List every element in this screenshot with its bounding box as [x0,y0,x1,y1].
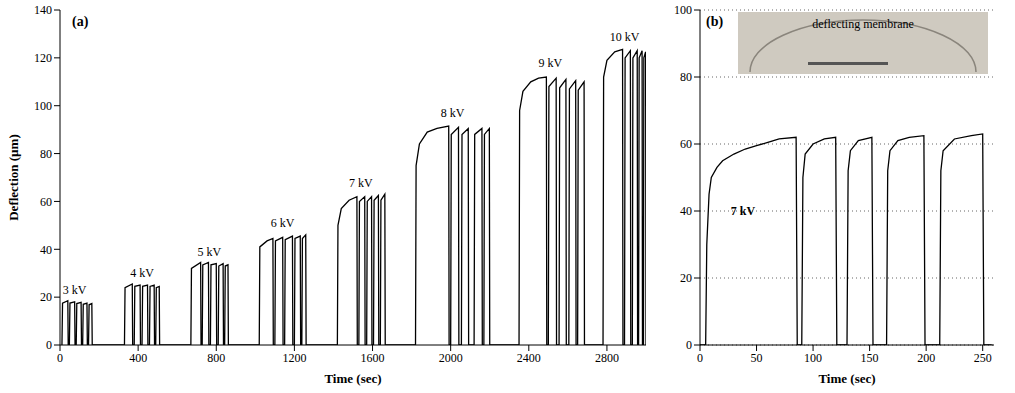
html-text:(a): (a) [72,14,89,29]
svg-text:deflecting membrane: deflecting membrane [812,17,914,31]
svg-text:100: 100 [674,3,692,17]
svg-text:Time (sec): Time (sec) [324,371,381,386]
svg-text:0: 0 [46,338,52,352]
svg-text:8 kV: 8 kV [441,106,465,120]
svg-text:6 kV: 6 kV [271,216,295,230]
svg-text:0: 0 [697,351,703,365]
svg-text:3 kV: 3 kV [63,283,87,297]
svg-text:1600: 1600 [361,351,385,365]
svg-text:250: 250 [974,351,992,365]
svg-text:2000: 2000 [439,351,463,365]
svg-text:7 kV: 7 kV [731,204,756,218]
svg-text:60: 60 [680,137,692,151]
svg-text:80: 80 [40,147,52,161]
svg-text:400: 400 [129,351,147,365]
svg-text:7 kV: 7 kV [349,176,373,190]
svg-text:1200: 1200 [282,351,306,365]
svg-text:60: 60 [40,195,52,209]
svg-text:120: 120 [34,51,52,65]
svg-text:40: 40 [40,243,52,257]
svg-text:9 kV: 9 kV [538,56,562,70]
svg-text:100: 100 [34,99,52,113]
svg-text:100: 100 [804,351,822,365]
svg-text:Deflection (µm): Deflection (µm) [6,134,21,221]
svg-text:0: 0 [57,351,63,365]
svg-text:200: 200 [917,351,935,365]
svg-text:50: 50 [751,351,763,365]
svg-text:20: 20 [40,290,52,304]
svg-text:80: 80 [680,70,692,84]
svg-text:0: 0 [686,338,692,352]
svg-text:2800: 2800 [595,351,619,365]
svg-text:800: 800 [207,351,225,365]
svg-text:2400: 2400 [517,351,541,365]
svg-text:40: 40 [680,204,692,218]
html-text:(b): (b) [706,14,724,29]
svg-text:140: 140 [34,3,52,17]
svg-text:150: 150 [861,351,879,365]
svg-text:20: 20 [680,271,692,285]
svg-text:10 kV: 10 kV [610,30,640,44]
svg-text:Time (sec): Time (sec) [818,371,875,386]
svg-text:5 kV: 5 kV [198,245,222,259]
svg-text:4 kV: 4 kV [130,266,154,280]
